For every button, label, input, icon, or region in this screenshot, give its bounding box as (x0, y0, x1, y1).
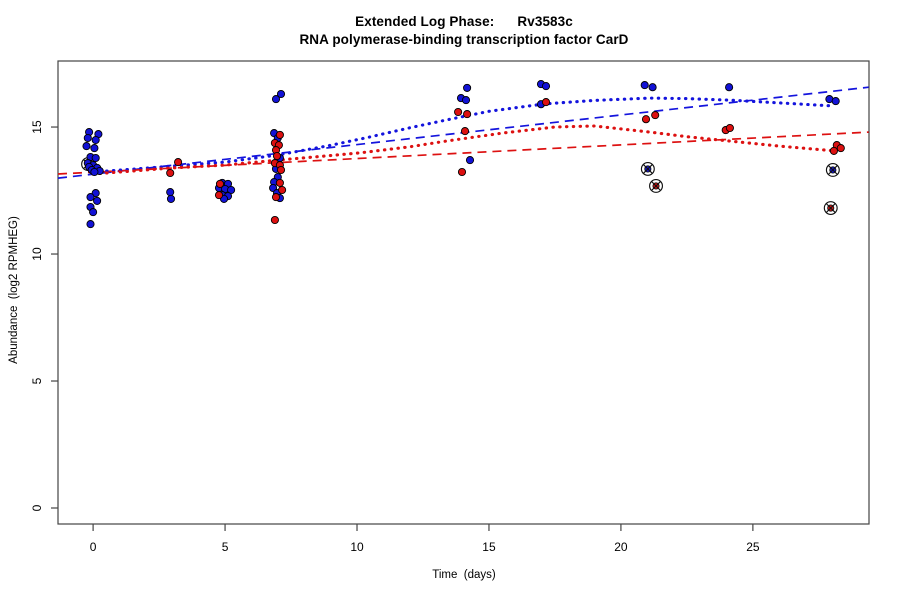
blue-group-points (82, 80, 840, 229)
data-point (651, 111, 660, 120)
data-point (174, 158, 183, 167)
circled-point-red (823, 201, 838, 216)
red-group-points (166, 98, 845, 225)
data-point (272, 151, 282, 161)
data-point (725, 83, 734, 92)
x-axis-label: Time (days) (432, 569, 496, 581)
x-tick-label: 25 (746, 540, 760, 554)
data-point (640, 81, 649, 90)
data-point (463, 110, 472, 119)
data-point (90, 167, 99, 177)
data-point (86, 193, 95, 202)
x-tick-label: 20 (614, 540, 628, 554)
data-point (166, 168, 175, 178)
circled-point-red (649, 178, 663, 193)
data-point (275, 178, 284, 187)
circled-point-blue (825, 162, 840, 177)
data-point (91, 153, 100, 163)
data-point (278, 185, 287, 195)
data-point (541, 82, 551, 91)
data-point (271, 95, 281, 104)
chart-subtitle: RNA polymerase-binding transcription fac… (299, 32, 629, 47)
x-tick-label: 10 (350, 540, 364, 554)
data-point (276, 89, 286, 99)
data-point (831, 97, 840, 106)
data-point (836, 144, 845, 153)
outlier-circle-icon (649, 178, 663, 193)
data-point (90, 144, 99, 153)
data-point (465, 156, 475, 165)
y-axis-ticks: 0 5 10 15 (30, 120, 58, 511)
y-tick-label: 5 (30, 377, 44, 384)
outlier-circle-icon (823, 201, 838, 216)
data-point (214, 191, 224, 200)
data-point (829, 146, 838, 155)
data-point (541, 98, 551, 107)
data-point (166, 188, 175, 197)
data-point (91, 135, 100, 145)
data-point (215, 179, 225, 188)
chart-title: Extended Log Phase: Rv3583c (355, 14, 573, 29)
red-loess-fit (91, 124, 837, 176)
y-tick-label: 15 (30, 120, 44, 134)
data-point (641, 115, 651, 124)
y-tick-label: 0 (30, 504, 44, 511)
data-point (89, 208, 98, 217)
data-point (166, 194, 176, 203)
blue-loess-fit (91, 96, 837, 174)
x-axis-ticks: 0 5 10 15 20 25 (90, 524, 760, 554)
data-point (82, 142, 91, 151)
circled-point-blue (640, 161, 655, 176)
data-point (725, 123, 734, 133)
outlier-x-icon (651, 181, 661, 191)
outlier-circle-icon (825, 162, 840, 177)
data-point (457, 167, 467, 177)
data-point (275, 130, 284, 139)
data-point (93, 196, 102, 205)
data-point (271, 193, 281, 202)
data-point (276, 165, 286, 175)
plot-box (57, 60, 870, 525)
x-tick-label: 0 (90, 540, 97, 554)
outlier-circle-icon (640, 161, 655, 176)
data-point (83, 133, 92, 143)
data-point (460, 127, 470, 136)
red-linear-fit (57, 131, 869, 175)
y-tick-label: 10 (30, 247, 44, 261)
outlier-x-icon (825, 203, 836, 213)
x-tick-label: 15 (482, 540, 496, 554)
data-point (648, 83, 657, 92)
outlier-x-icon (642, 164, 653, 174)
x-tick-label: 5 (222, 540, 229, 554)
data-point (454, 107, 463, 117)
scatter-points (82, 80, 845, 229)
data-point (270, 215, 279, 225)
outlier-x-icon (827, 165, 838, 175)
data-point (86, 220, 95, 229)
data-point (463, 83, 472, 92)
data-point (461, 96, 471, 105)
